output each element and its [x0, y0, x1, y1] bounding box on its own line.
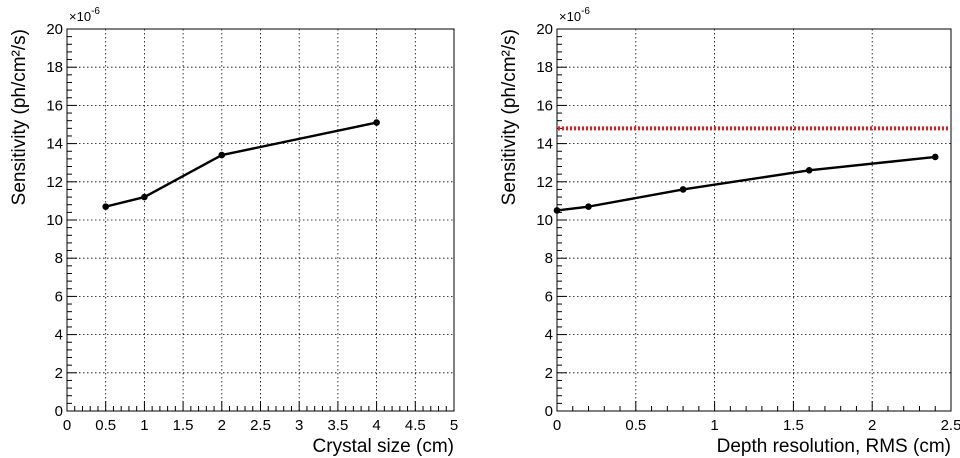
x-tick-label: 2 [868, 417, 876, 434]
y-exponent-label: ×10-6 [559, 6, 590, 24]
right-chart-panel: 0 0.5 1 1.5 2 2.5 0 2 4 6 8 10 12 14 16 18 20 ×10-6 Depth … [499, 6, 960, 457]
data-point [553, 207, 561, 214]
y-tick-label: 12 [46, 174, 63, 191]
y-exponent-power: -6 [91, 6, 100, 17]
x-tick-label: 2.5 [941, 417, 960, 434]
y-tick-label: 10 [46, 212, 63, 229]
y-tick-label: 6 [545, 288, 553, 305]
x-tick-label: 4.5 [405, 417, 426, 434]
y-tick-label: 4 [545, 327, 553, 344]
y-tick-label: 16 [46, 97, 63, 114]
x-tick-label: 0 [553, 417, 561, 434]
x-tick-label: 3.5 [327, 417, 348, 434]
x-tick-label: 4 [372, 417, 380, 434]
data-point [218, 151, 226, 159]
x-tick-label: 5 [450, 417, 458, 434]
y-tick-label: 14 [46, 136, 63, 153]
x-tick-label: 0 [63, 417, 71, 434]
data-point [585, 203, 592, 210]
y-tick-label: 8 [545, 250, 553, 267]
y-tick-label: 20 [46, 21, 63, 38]
x-tick-label: 1.5 [783, 417, 804, 434]
x-axis-label: Crystal size (cm) [313, 436, 454, 457]
y-tick-label: 18 [536, 59, 553, 76]
y-axis-label: Sensitivity (ph/cm²/s) [9, 29, 30, 205]
x-axis-label: Depth resolution, RMS (cm) [717, 436, 951, 457]
x-tick-label: 0.5 [625, 417, 646, 434]
x-tick-label: 1 [140, 417, 148, 434]
y-tick-label: 0 [545, 403, 553, 420]
y-tick-label: 2 [55, 365, 63, 382]
x-tick-label: 2.5 [250, 417, 271, 434]
left-chart-panel: 0 0.5 1 1.5 2 2.5 3 3.5 4 4.5 5 0 2 4 6 8 10 12 14 16 18 20 ×1… [9, 6, 458, 457]
x-tick-label: 3 [295, 417, 303, 434]
x-tick-label: 1.5 [173, 417, 194, 434]
data-point [102, 203, 109, 210]
y-tick-label: 4 [55, 327, 63, 344]
x-tick-label: 1 [710, 417, 718, 434]
y-tick-label: 18 [46, 59, 63, 76]
x-tick-label: 0.5 [95, 417, 116, 434]
y-tick-label: 16 [536, 97, 553, 114]
y-tick-label: 8 [55, 250, 63, 267]
series-line [105, 121, 377, 208]
y-exponent-base: ×10 [559, 9, 581, 24]
y-tick-label: 20 [536, 21, 553, 38]
data-point [931, 153, 939, 161]
y-tick-label: 2 [545, 365, 553, 382]
y-exponent-power: -6 [581, 6, 590, 17]
y-tick-label: 12 [536, 174, 553, 191]
y-tick-label: 0 [55, 403, 63, 420]
data-point [805, 167, 813, 174]
y-tick-label: 14 [536, 136, 553, 153]
y-tick-label: 10 [536, 212, 553, 229]
data-point [373, 119, 380, 126]
y-axis-label: Sensitivity (ph/cm²/s) [499, 29, 520, 205]
x-tick-label: 2 [218, 417, 226, 434]
y-exponent-label: ×10-6 [69, 6, 100, 24]
y-tick-label: 6 [55, 288, 63, 305]
y-exponent-base: ×10 [69, 9, 91, 24]
data-point [679, 186, 687, 193]
data-point [141, 193, 148, 201]
